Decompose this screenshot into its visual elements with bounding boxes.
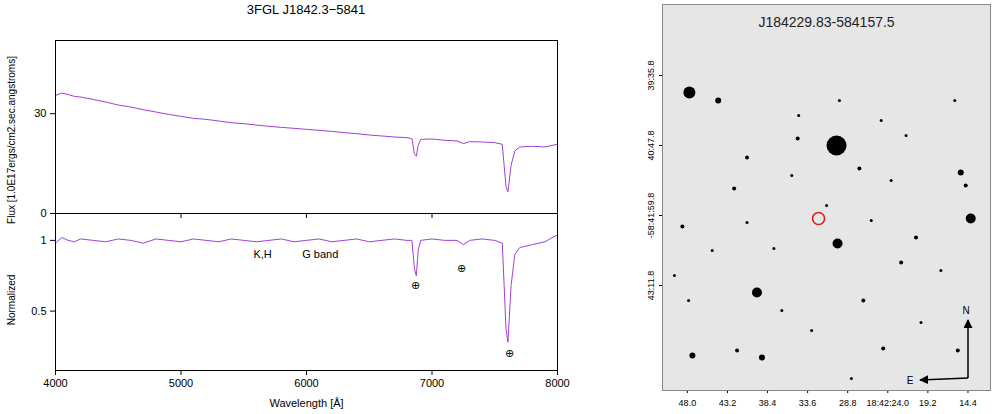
svg-text:30: 30: [34, 107, 46, 119]
svg-text:40:47.8: 40:47.8: [646, 130, 656, 160]
svg-text:0.5: 0.5: [31, 305, 46, 317]
svg-text:⊕: ⊕: [505, 347, 514, 359]
svg-text:Wavelength [Å]: Wavelength [Å]: [269, 397, 343, 409]
svg-text:39:35.8: 39:35.8: [646, 60, 656, 90]
svg-text:Normalized: Normalized: [6, 275, 17, 326]
svg-text:5000: 5000: [169, 377, 193, 389]
svg-text:N: N: [962, 305, 969, 316]
svg-text:18:42:24.0: 18:42:24.0: [867, 398, 910, 408]
svg-text:33.6: 33.6: [799, 398, 817, 408]
svg-text:-58:41:59.8: -58:41:59.8: [646, 193, 656, 239]
svg-text:43.2: 43.2: [719, 398, 737, 408]
svg-text:38.4: 38.4: [759, 398, 777, 408]
svg-text:48.0: 48.0: [679, 398, 697, 408]
svg-text:7000: 7000: [420, 377, 444, 389]
svg-text:1: 1: [40, 234, 46, 246]
svg-text:G band: G band: [302, 248, 338, 260]
svg-text:K,H: K,H: [253, 248, 271, 260]
svg-text:⊕: ⊕: [411, 279, 420, 291]
svg-text:0: 0: [40, 207, 46, 219]
svg-text:6000: 6000: [294, 377, 318, 389]
svg-text:28.8: 28.8: [839, 398, 857, 408]
svg-text:J184229.83-584157.5: J184229.83-584157.5: [758, 14, 894, 30]
html-text:3FGL J1842.3−5841: 3FGL J1842.3−5841: [246, 2, 366, 17]
svg-text:19.2: 19.2: [919, 398, 937, 408]
svg-text:8000: 8000: [545, 377, 569, 389]
svg-text:E: E: [907, 375, 914, 386]
svg-text:14.4: 14.4: [959, 398, 977, 408]
svg-text:Flux [1.0E17ergs/cm2.sec.angst: Flux [1.0E17ergs/cm2.sec.angstroms]: [6, 56, 17, 224]
svg-text:4000: 4000: [43, 377, 67, 389]
svg-text:43:11.8: 43:11.8: [646, 271, 656, 300]
svg-text:⊕: ⊕: [457, 262, 466, 274]
